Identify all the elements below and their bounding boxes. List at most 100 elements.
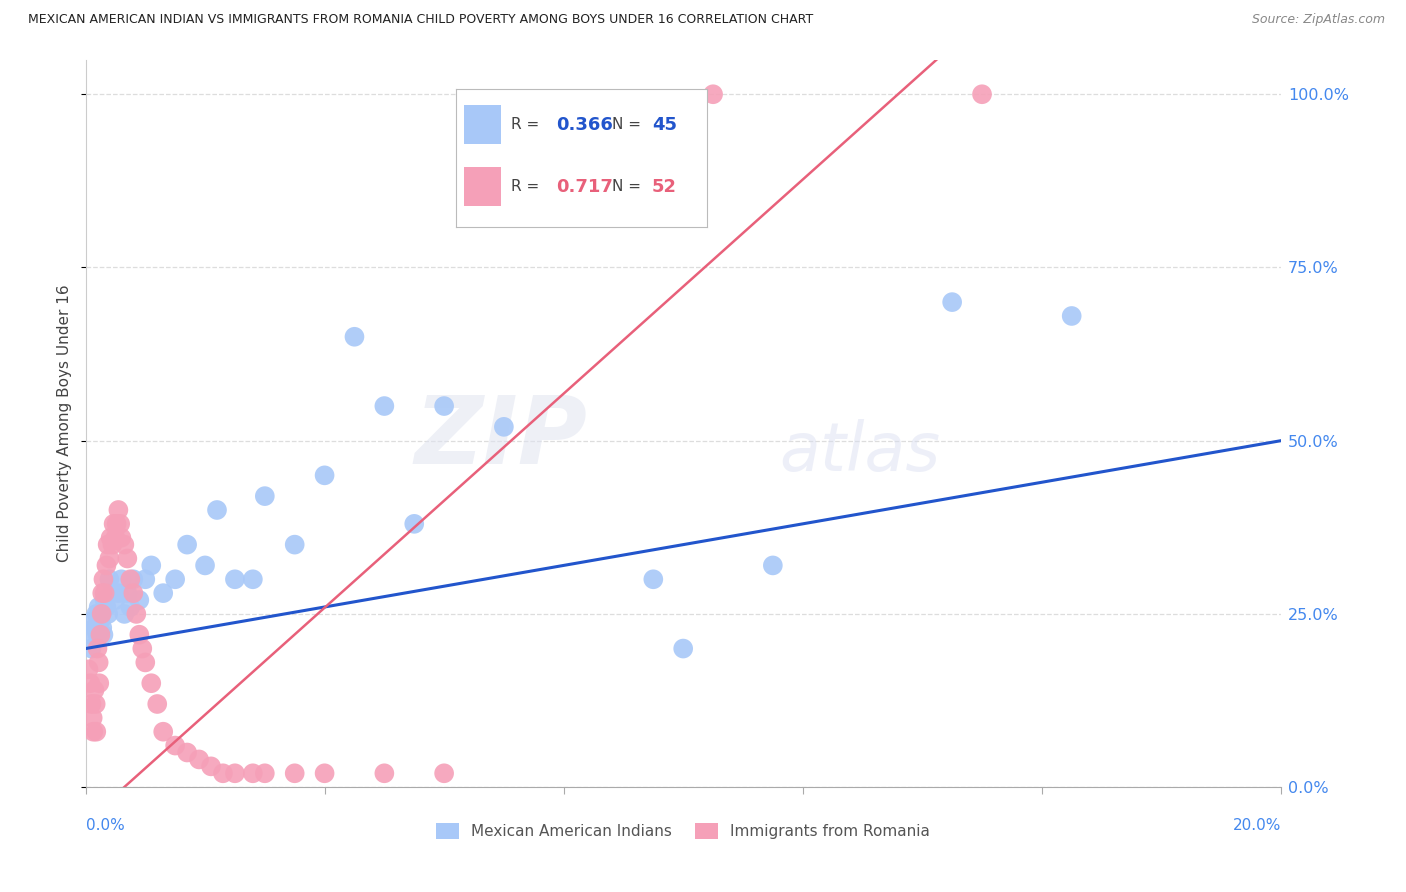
Point (89, 676, 111, 690)
Point (146, 697, 169, 711)
Point (131, 641, 153, 656)
Point (86, 641, 108, 656)
Point (98, 572, 121, 586)
Point (152, 724, 174, 739)
Point (112, 607, 135, 621)
Point (83, 621, 105, 635)
Point (101, 538, 124, 552)
Point (117, 551, 139, 566)
Point (93, 572, 115, 586)
Point (100, 531, 122, 545)
Point (165, 572, 187, 586)
Point (91, 586, 114, 600)
Point (82, 711, 104, 725)
Point (91, 621, 114, 635)
Point (97, 607, 120, 621)
Point (492, 420, 515, 434)
Point (253, 766, 276, 780)
Point (87, 656, 110, 670)
Point (84, 697, 107, 711)
Point (89, 614, 111, 628)
Point (224, 572, 246, 586)
Point (93, 586, 115, 600)
Text: MEXICAN AMERICAN INDIAN VS IMMIGRANTS FROM ROMANIA CHILD POVERTY AMONG BOYS UNDE: MEXICAN AMERICAN INDIAN VS IMMIGRANTS FR… (28, 13, 813, 27)
Point (79, 676, 101, 690)
Point (110, 572, 132, 586)
Point (253, 489, 276, 503)
Point (87, 599, 110, 614)
Text: Source: ZipAtlas.com: Source: ZipAtlas.com (1251, 13, 1385, 27)
Point (104, 593, 127, 607)
Point (93, 628, 115, 642)
Point (84, 724, 107, 739)
Point (96, 558, 118, 573)
Point (404, 516, 426, 531)
Point (176, 746, 198, 760)
Point (373, 399, 395, 413)
Text: 0.0%: 0.0% (86, 818, 124, 833)
Point (93, 593, 115, 607)
Point (284, 766, 307, 780)
Point (107, 586, 129, 600)
Point (200, 759, 222, 773)
Point (165, 739, 187, 753)
Point (188, 752, 211, 766)
Text: ZIP: ZIP (415, 392, 588, 484)
Point (433, 399, 456, 413)
Point (141, 676, 163, 690)
Point (212, 766, 235, 780)
Point (643, 572, 665, 586)
Point (90, 607, 112, 621)
Point (80, 641, 103, 656)
Point (120, 572, 142, 586)
Point (970, 87, 993, 102)
Point (108, 516, 131, 531)
Point (84, 607, 107, 621)
Point (112, 538, 135, 552)
Point (762, 558, 785, 573)
Point (82, 614, 104, 628)
Point (134, 572, 156, 586)
Text: 20.0%: 20.0% (1233, 818, 1281, 833)
Point (141, 558, 163, 573)
Point (224, 766, 246, 780)
Point (96, 599, 118, 614)
Point (128, 628, 150, 642)
Point (343, 330, 366, 344)
Point (105, 516, 128, 531)
Point (125, 607, 148, 621)
Point (83, 683, 105, 698)
Point (103, 516, 125, 531)
Point (80, 697, 103, 711)
Point (77, 662, 100, 676)
Point (110, 531, 132, 545)
Point (104, 531, 127, 545)
Point (176, 538, 198, 552)
Point (107, 503, 129, 517)
Point (134, 656, 156, 670)
Point (242, 572, 264, 586)
Point (120, 599, 142, 614)
Point (672, 641, 695, 656)
Point (194, 558, 217, 573)
Point (98, 551, 121, 566)
Point (314, 766, 336, 780)
Point (117, 586, 139, 600)
Point (941, 295, 963, 310)
Point (79, 628, 101, 642)
Point (314, 468, 336, 483)
Point (122, 586, 145, 600)
Point (284, 538, 307, 552)
Text: atlas: atlas (779, 419, 941, 485)
Point (89, 628, 111, 642)
Y-axis label: Child Poverty Among Boys Under 16: Child Poverty Among Boys Under 16 (58, 285, 72, 562)
Point (1060, 309, 1083, 323)
Legend: Mexican American Indians, Immigrants from Romania: Mexican American Indians, Immigrants fro… (430, 817, 936, 845)
Point (82, 724, 104, 739)
Point (702, 87, 724, 102)
Point (101, 586, 124, 600)
Point (433, 766, 456, 780)
Point (373, 766, 395, 780)
Point (242, 766, 264, 780)
Point (152, 586, 174, 600)
